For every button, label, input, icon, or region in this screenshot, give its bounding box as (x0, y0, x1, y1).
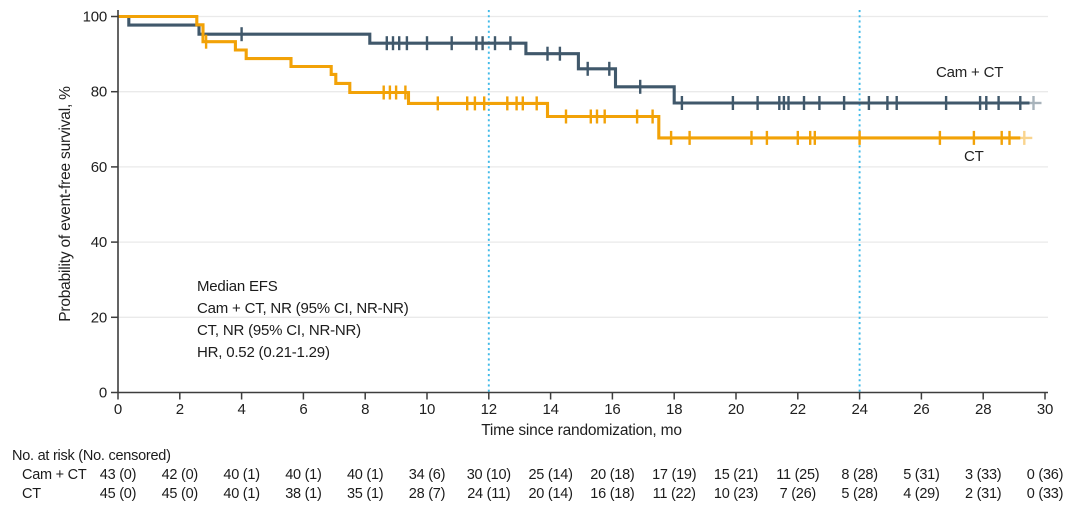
end-censor-cross (1025, 96, 1042, 110)
x-tick-label: 24 (851, 401, 867, 418)
risk-value: 4 (29) (903, 486, 940, 502)
end-censor-cross (1016, 130, 1033, 145)
x-tick-label: 22 (790, 401, 806, 418)
risk-value: 40 (1) (223, 486, 260, 502)
risk-value: 34 (6) (408, 467, 446, 483)
risk-value: 0 (36) (1026, 467, 1064, 483)
risk-row-cam-ct: Cam + CT 43 (0) 42 (0) 40 (1) 40 (1) 40 (1) 3… (0, 467, 1080, 485)
x-tick-label: 26 (913, 401, 929, 418)
y-tick-label: 80 (91, 84, 107, 101)
x-tick-label: 6 (299, 401, 307, 418)
risk-value: 40 (1) (285, 467, 322, 483)
y-tick-label: 60 (91, 159, 107, 176)
annotation-line-hr: HR, 0.52 (0.21-1.29) (197, 344, 330, 361)
risk-value: 16 (18) (590, 486, 635, 502)
x-tick-label: 8 (361, 401, 369, 418)
km-curve-ct (118, 14, 1021, 140)
risk-value: 5 (28) (841, 486, 878, 502)
x-tick-label: 30 (1037, 401, 1053, 418)
annotation-line-cam-ct: Cam + CT, NR (95% CI, NR-NR) (197, 300, 409, 317)
risk-value: 45 (0) (99, 486, 137, 502)
risk-table: No. at risk (No. censored) Cam + CT 43 (… (0, 446, 1080, 519)
risk-value: 10 (23) (713, 486, 759, 502)
risk-value: 11 (22) (652, 486, 696, 502)
risk-table-header: No. at risk (No. censored) (12, 448, 171, 464)
risk-value: 17 (19) (652, 467, 697, 483)
km-curve-cam_ct (118, 14, 1030, 105)
risk-value: 3 (33) (964, 467, 1002, 483)
risk-value: 38 (1) (285, 486, 322, 502)
x-tick-label: 14 (542, 401, 558, 418)
risk-row-ct: CT 45 (0) 45 (0) 40 (1) 38 (1) 35 (1) 28 (7) 2… (0, 486, 1080, 504)
risk-value: 28 (7) (408, 486, 446, 502)
risk-value: 20 (14) (528, 486, 573, 502)
risk-value: 45 (0) (161, 486, 199, 502)
risk-value: 25 (14) (528, 467, 573, 483)
y-tick-label: 40 (91, 234, 107, 251)
x-tick-label: 0 (114, 401, 122, 418)
y-axis-title: Probability of event-free survival, % (57, 86, 74, 322)
x-tick-label: 12 (481, 401, 497, 418)
x-tick-label: 20 (728, 401, 744, 418)
risk-value: 40 (1) (346, 467, 384, 483)
risk-value: 30 (10) (466, 467, 511, 483)
risk-value: 40 (1) (223, 467, 260, 483)
risk-value: 43 (0) (99, 467, 137, 483)
annotation-line-median-efs: Median EFS (197, 278, 278, 295)
x-tick-label: 16 (604, 401, 620, 418)
risk-value: 2 (31) (964, 486, 1002, 502)
risk-value: 0 (33) (1026, 486, 1064, 502)
risk-row-label: Cam + CT (22, 467, 87, 483)
annotation-line-ct: CT, NR (95% CI, NR-NR) (197, 322, 361, 339)
x-tick-label: 4 (238, 401, 246, 418)
x-tick-label: 18 (666, 401, 682, 418)
y-tick-label: 100 (83, 9, 107, 26)
x-tick-label: 2 (176, 401, 184, 418)
risk-value: 24 (11) (467, 486, 511, 502)
risk-value: 20 (18) (590, 467, 635, 483)
curve-label-ct: CT (964, 148, 984, 165)
risk-value: 11 (25) (776, 467, 820, 483)
risk-value: 5 (31) (903, 467, 940, 483)
risk-row-label: CT (22, 486, 41, 502)
y-tick-label: 20 (91, 309, 107, 326)
x-axis-title: Time since randomization, mo (481, 422, 682, 439)
risk-value: 42 (0) (161, 467, 199, 483)
x-tick-label: 28 (975, 401, 991, 418)
y-tick-label: 0 (99, 385, 107, 402)
risk-value: 15 (21) (713, 467, 759, 483)
median-efs-annotation: Median EFS Cam + CT, NR (95% CI, NR-NR) … (197, 276, 409, 364)
risk-value: 7 (26) (779, 486, 817, 502)
risk-value: 35 (1) (346, 486, 384, 502)
x-tick-label: 10 (419, 401, 435, 418)
risk-value: 8 (28) (841, 467, 878, 483)
curve-label-cam-ct: Cam + CT (936, 64, 1004, 81)
